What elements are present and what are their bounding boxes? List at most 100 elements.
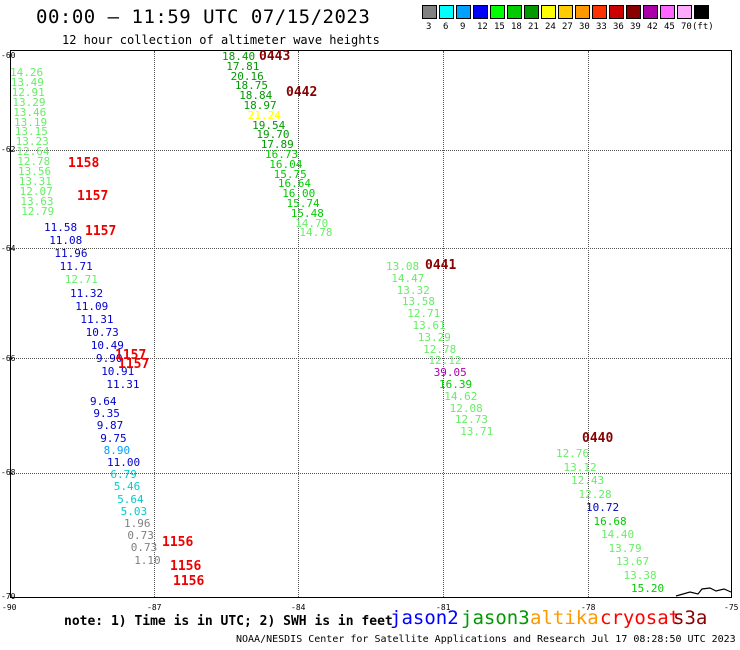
pass-time-label: 1156 xyxy=(170,559,202,574)
wave-height-value: 14.62 xyxy=(444,389,478,403)
wave-height-value: 11.96 xyxy=(54,247,88,261)
note-text: note: 1) Time is in UTC; 2) SWH is in fe… xyxy=(64,614,393,629)
wave-height-value: 19.54 xyxy=(252,118,286,132)
wave-height-value: 13.38 xyxy=(623,568,657,582)
scale-swatch xyxy=(541,5,556,19)
wave-height-value: 13.49 xyxy=(10,75,44,89)
y-axis-label: -66 xyxy=(1,354,16,363)
wave-height-value: 16.04 xyxy=(269,157,303,171)
scale-label: 21 xyxy=(528,22,539,32)
wave-height-value: 16.73 xyxy=(265,148,299,161)
legend-altika: altika xyxy=(530,607,599,629)
credit-line: NOAA/NESDIS Center for Satellite Applica… xyxy=(236,634,736,645)
wave-height-value: 0.73 xyxy=(127,529,154,543)
scale-label: 70 xyxy=(681,22,692,32)
x-axis-label: -81 xyxy=(436,603,451,612)
scale-swatch xyxy=(660,5,675,19)
wave-height-value: 14.26 xyxy=(10,66,44,79)
y-axis-label: -68 xyxy=(1,468,16,477)
x-axis-label: -87 xyxy=(147,603,162,612)
wave-height-value: 13.58 xyxy=(401,295,436,309)
scale-label: 18 xyxy=(511,22,522,32)
wave-height-value: 12.91 xyxy=(11,85,45,99)
wave-height-value: 13.79 xyxy=(608,541,642,555)
wave-height-value: 16.68 xyxy=(593,514,627,528)
grid-line-v xyxy=(588,51,589,597)
legend-jason2: jason2 xyxy=(390,607,459,629)
wave-height-value: 13.56 xyxy=(18,165,52,178)
pass-time-label: 0441 xyxy=(425,258,457,273)
scale-label: 42 xyxy=(647,22,658,32)
wave-height-value: 16.39 xyxy=(439,378,473,391)
scale-swatch xyxy=(694,5,709,19)
scale-swatch xyxy=(490,5,505,19)
wave-height-value: 15.74 xyxy=(286,197,320,210)
scale-swatch xyxy=(507,5,522,19)
scale-label: 39 xyxy=(630,22,641,32)
grid-line-h xyxy=(11,358,731,359)
scale-swatch xyxy=(677,5,692,19)
wave-height-value: 14.78 xyxy=(299,226,333,240)
pass-time-label: 1157 xyxy=(118,357,150,372)
wave-height-value: 8.90 xyxy=(103,443,131,457)
wave-height-value: 10.49 xyxy=(90,338,124,352)
wave-height-value: 11.58 xyxy=(44,221,78,234)
scale-label: 24 xyxy=(545,22,556,32)
wave-height-value: 1.96 xyxy=(124,517,151,530)
wave-height-value: 14.70 xyxy=(295,216,329,230)
wave-height-value: 13.29 xyxy=(417,330,451,344)
wave-height-value: 13.46 xyxy=(13,105,47,119)
wave-height-value: 13.19 xyxy=(14,115,48,129)
wave-height-value: 10.91 xyxy=(101,365,135,379)
y-axis-label: -70 xyxy=(1,592,16,601)
wave-height-value: 16.00 xyxy=(282,187,316,201)
wave-height-value: 1.10 xyxy=(134,553,161,567)
wave-height-value: 11.09 xyxy=(75,299,109,313)
pass-time-label: 1156 xyxy=(173,574,205,589)
scale-label: 15 xyxy=(494,22,505,32)
grid-line-v xyxy=(443,51,444,597)
scale-label: 9 xyxy=(460,22,466,32)
wave-height-value: 12.07 xyxy=(19,184,53,198)
scale-label: 33 xyxy=(596,22,607,32)
scale-swatch xyxy=(456,5,471,19)
scale-swatch xyxy=(439,5,454,19)
grid-line-h xyxy=(11,248,731,249)
wave-height-value: 12.71 xyxy=(407,307,441,321)
pass-time-label: 1157 xyxy=(77,189,109,204)
scale-swatch xyxy=(558,5,573,19)
wave-height-value: 12.78 xyxy=(17,155,51,169)
grid-line-v xyxy=(298,51,299,597)
scale-label: 3 xyxy=(426,22,432,32)
pass-time-label: 0440 xyxy=(582,431,614,446)
wave-height-value: 11.71 xyxy=(59,260,93,274)
wave-height-value: 12.08 xyxy=(449,401,483,415)
grid-line-v xyxy=(154,51,155,597)
scale-swatch xyxy=(626,5,641,19)
scale-swatch xyxy=(643,5,658,19)
pass-time-label: 1156 xyxy=(162,535,194,550)
grid-line-h xyxy=(11,150,731,151)
wave-height-value: 13.32 xyxy=(396,283,430,297)
wave-height-value: 13.29 xyxy=(12,95,46,109)
wave-height-value: 21.24 xyxy=(247,108,281,122)
pass-time-label: 0442 xyxy=(286,85,318,100)
wave-height-value: 11.32 xyxy=(70,286,104,300)
wave-height-value: 5.03 xyxy=(120,504,148,518)
wave-height-value: 39.05 xyxy=(433,366,467,380)
wave-height-value: 12.76 xyxy=(556,447,590,460)
wave-height-value: 6.79 xyxy=(110,468,137,482)
wave-height-value: 16.64 xyxy=(277,177,312,191)
wave-height-value: 15.48 xyxy=(290,206,324,220)
wave-height-value: 20.16 xyxy=(230,69,264,83)
scale-label: 27 xyxy=(562,22,573,32)
subtitle: 12 hour collection of altimeter wave hei… xyxy=(62,33,380,47)
y-axis-label: -60 xyxy=(1,51,16,60)
pass-time-label: 1157 xyxy=(85,224,117,239)
wave-height-value: 11.00 xyxy=(107,456,141,469)
scale-label: 12 xyxy=(477,22,488,32)
scale-label: 45 xyxy=(664,22,675,32)
wave-height-value: 14.40 xyxy=(601,528,635,541)
wave-height-value: 13.67 xyxy=(616,555,650,568)
